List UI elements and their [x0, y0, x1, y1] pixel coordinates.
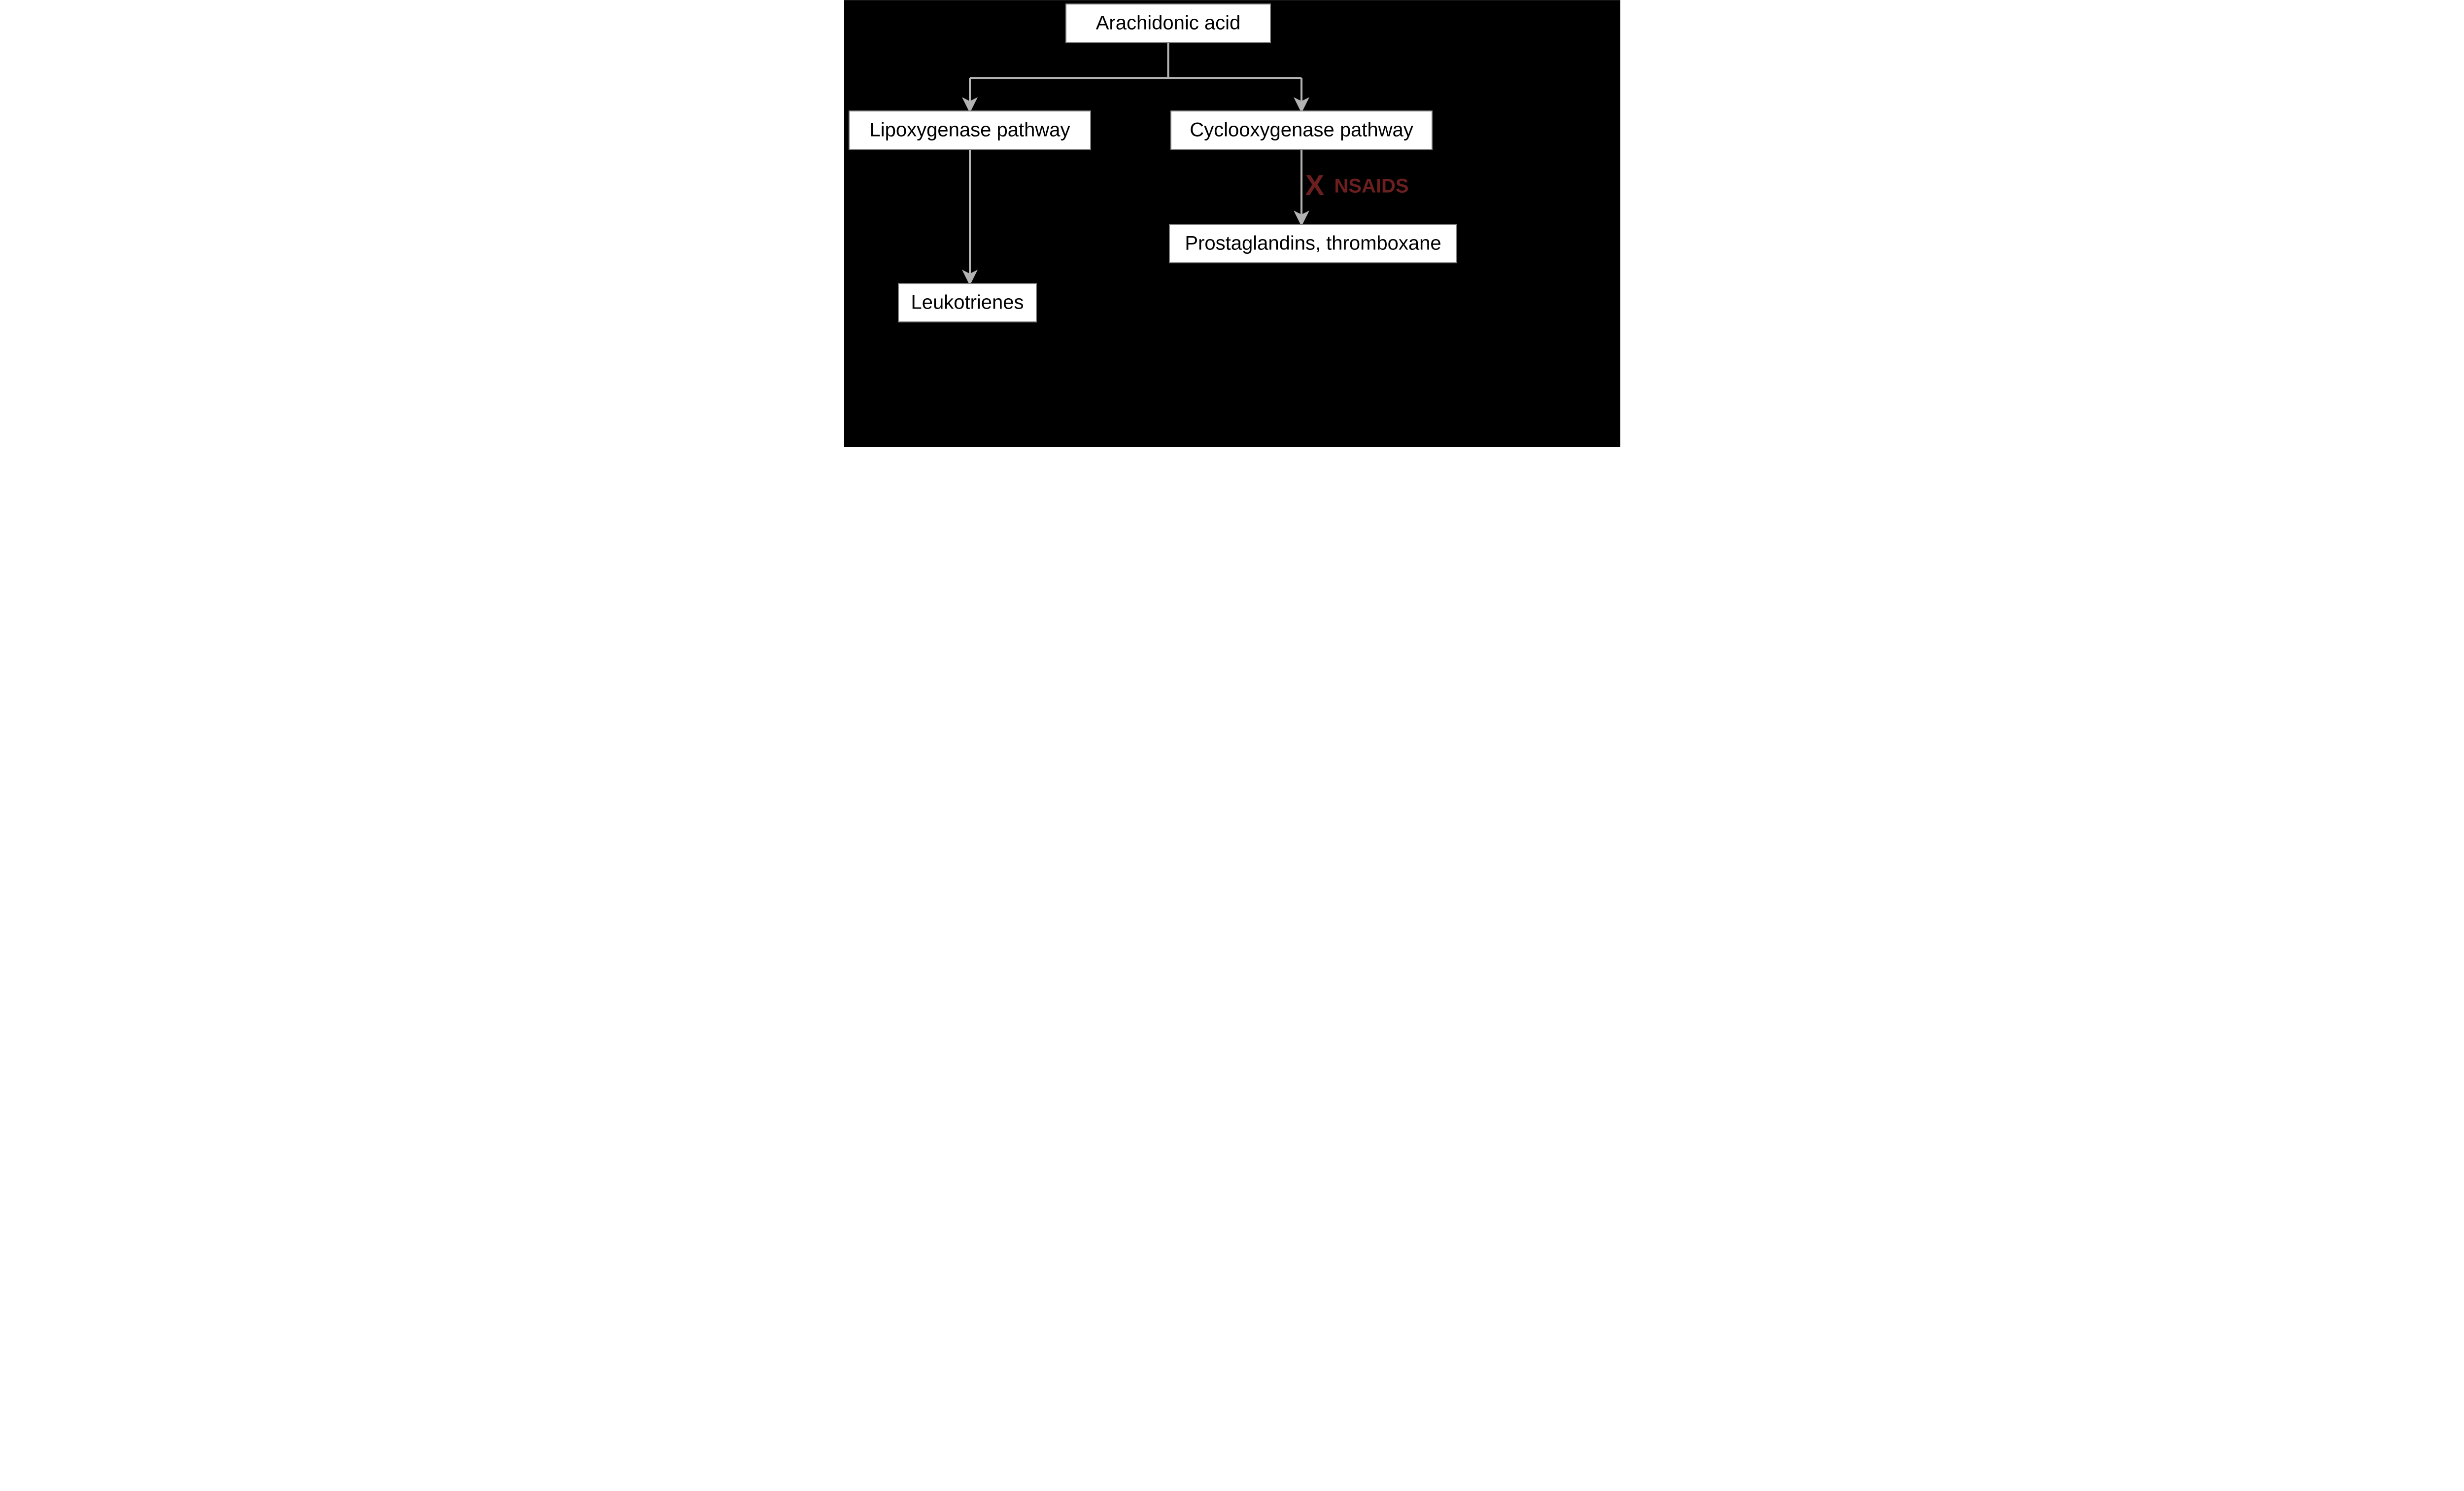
- node-label-leukotrienes: Leukotrienes: [911, 292, 1024, 313]
- node-label-arachidonic: Arachidonic acid: [1095, 12, 1240, 34]
- node-lipoxygenase: Lipoxygenase pathway: [849, 111, 1091, 149]
- node-prostaglandins: Prostaglandins, thromboxane: [1169, 224, 1457, 263]
- flowchart-svg: Arachidonic acid Lipoxygenase pathway Cycl…: [844, 0, 1620, 447]
- node-label-prostaglandins: Prostaglandins, thromboxane: [1185, 233, 1441, 254]
- node-arachidonic: Arachidonic acid: [1066, 4, 1270, 42]
- node-leukotrienes: Leukotrienes: [898, 283, 1036, 322]
- inhibitor-x-icon: X: [1305, 169, 1324, 201]
- node-label-cyclooxygenase: Cyclooxygenase pathway: [1190, 119, 1413, 141]
- node-cyclooxygenase: Cyclooxygenase pathway: [1171, 111, 1432, 149]
- inhibitor-label: NSAIDS: [1334, 175, 1408, 197]
- node-label-lipoxygenase: Lipoxygenase pathway: [869, 119, 1070, 141]
- diagram-canvas: Arachidonic acid Lipoxygenase pathway Cycl…: [844, 0, 1620, 447]
- background: [844, 0, 1620, 447]
